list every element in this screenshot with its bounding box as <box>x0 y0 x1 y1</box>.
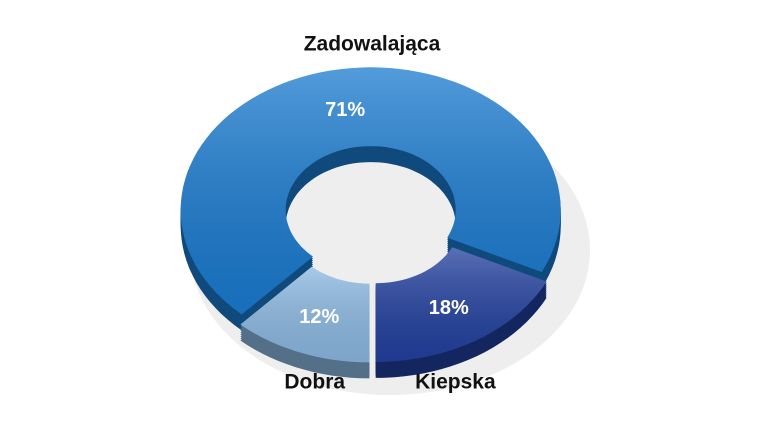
slice-shade <box>180 67 561 315</box>
category-label: Kiepska <box>415 371 496 394</box>
value-label: 18% <box>429 297 469 319</box>
category-label: Dobra <box>284 371 345 394</box>
slice-shade <box>375 247 547 362</box>
value-label: 12% <box>299 306 339 328</box>
value-label: 71% <box>325 99 365 121</box>
slice-shade <box>240 266 370 363</box>
category-label: Zadowalająca <box>304 33 441 56</box>
